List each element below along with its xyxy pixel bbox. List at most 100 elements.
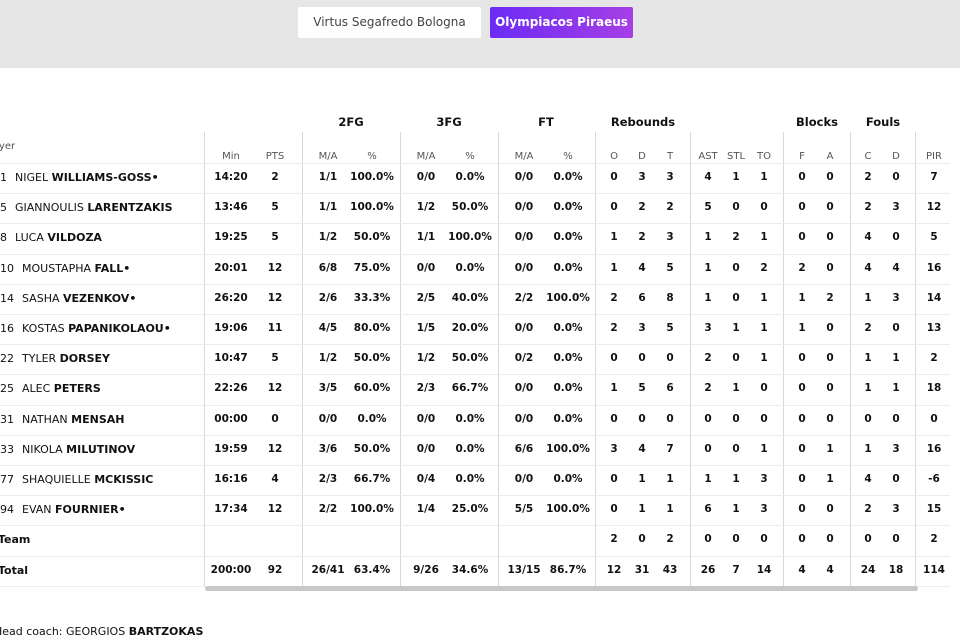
stat-cell: 0	[760, 533, 768, 546]
stat-cell: 14	[926, 291, 942, 304]
stat-cell: 0	[826, 352, 834, 365]
stat-cell: 8	[666, 291, 674, 304]
column-header: T	[666, 151, 674, 162]
stat-cell: 0/0	[416, 171, 436, 183]
stat-cell: 1	[760, 352, 768, 365]
stat-cell: 0	[930, 412, 938, 425]
stat-cell: 0	[610, 171, 618, 183]
stat-cell: 1	[666, 473, 674, 485]
team-tab-active[interactable]: Olympiacos Piraeus	[490, 7, 633, 38]
stat-cell: 4	[798, 563, 806, 576]
first-name: SASHA	[22, 291, 60, 305]
stat-cell: 0	[638, 412, 646, 425]
stat-cell: 19:59	[214, 442, 248, 455]
stat-cell: 1	[610, 261, 618, 274]
stat-cell: 5	[704, 201, 712, 214]
stat-cell: 1	[864, 352, 872, 365]
player-name: 22 TYLER DORSEY	[0, 352, 110, 365]
column-divider	[595, 132, 596, 586]
player-name: 33 NIKOLA MILUTINOV	[0, 443, 135, 456]
head-coach: Head coach: GEORGIOS BARTZOKAS	[0, 625, 203, 638]
stat-cell: 26/41	[311, 563, 345, 576]
stat-cell: 34.6%	[451, 563, 489, 576]
stat-cell: 0	[798, 171, 806, 183]
stat-cell: 0.0%	[553, 412, 583, 425]
stat-cell: 100.0%	[448, 231, 492, 244]
player-name: 94 EVAN FOURNIER•	[0, 503, 126, 516]
stat-cell: 0	[892, 412, 900, 425]
stat-cell: 0	[798, 412, 806, 425]
stat-cell: 0	[704, 533, 712, 546]
stat-cell: 5	[666, 322, 674, 334]
player-full-name: SASHA VEZENKOV•	[22, 292, 136, 305]
stat-cell: 0/0	[514, 322, 534, 334]
group-header: FT	[538, 115, 554, 129]
stat-cell: 25.0%	[451, 503, 489, 516]
player-number: 16	[0, 322, 14, 335]
row-divider	[0, 374, 950, 376]
stat-cell: 1/2	[416, 352, 436, 365]
column-header: M/A	[318, 151, 338, 162]
player-name: 16 KOSTAS PAPANIKOLAOU•	[0, 322, 171, 335]
stat-cell: 0.0%	[455, 171, 485, 183]
coach-label: Head coach:	[0, 625, 63, 638]
stat-cell: 1	[638, 503, 646, 516]
column-header: D	[892, 151, 900, 162]
stat-cell: 0	[826, 503, 834, 516]
stat-cell: 2	[864, 322, 872, 334]
total-label: Total	[0, 563, 29, 577]
row-divider	[0, 495, 950, 497]
stat-cell: 0	[704, 412, 712, 425]
stat-cell: 0.0%	[553, 201, 583, 214]
column-header: M/A	[514, 151, 534, 162]
stat-cell: 4	[638, 261, 646, 274]
stat-cell: 1	[798, 322, 806, 334]
team-tab[interactable]: Virtus Segafredo Bologna	[298, 7, 481, 38]
row-divider	[0, 525, 950, 527]
stat-cell: 1	[732, 473, 740, 485]
stat-cell: 1	[892, 352, 900, 365]
stat-cell: 7	[930, 171, 938, 183]
player-header: Player	[0, 141, 16, 152]
stat-cell: 2	[864, 201, 872, 214]
stat-cell: 50.0%	[451, 352, 489, 365]
last-name: MENSAH	[71, 412, 125, 426]
stat-cell: 18	[926, 382, 942, 395]
row-divider	[0, 223, 950, 225]
stat-cell: 2	[704, 382, 712, 395]
stat-cell: 20:01	[214, 261, 248, 274]
stat-cell: 12	[606, 563, 622, 576]
stat-cell: 0	[798, 473, 806, 485]
stat-cell: 0/4	[416, 473, 436, 485]
player-full-name: NIKOLA MILUTINOV	[22, 443, 135, 456]
row-divider	[0, 555, 950, 557]
stat-cell: 0.0%	[553, 473, 583, 485]
last-name: MCKISSIC	[94, 473, 154, 486]
stat-cell: 2	[610, 322, 618, 334]
stat-cell: 10:47	[214, 352, 248, 365]
stat-cell: 2	[732, 231, 740, 244]
stat-cell: 6/6	[514, 442, 534, 455]
group-header: 2FG	[338, 115, 364, 129]
stat-cell: 0	[892, 171, 900, 183]
first-name: EVAN	[22, 503, 52, 517]
stat-cell: 0	[704, 442, 712, 455]
column-header: %	[465, 151, 475, 162]
player-name: 77 SHAQUIELLE MCKISSIC	[0, 473, 153, 486]
stat-cell: 1	[892, 382, 900, 395]
stat-cell: 3	[610, 442, 618, 455]
column-header: F	[799, 151, 805, 162]
row-divider	[0, 163, 950, 164]
stat-cell: 3/6	[318, 442, 338, 455]
stat-cell: 50.0%	[353, 442, 391, 455]
stat-cell: 1/4	[416, 503, 436, 516]
stat-cell: 2	[930, 352, 938, 365]
stat-cell: 0/0	[514, 201, 534, 214]
stat-cell: 1	[704, 231, 712, 244]
stat-cell: 1	[704, 473, 712, 485]
stat-cell: 66.7%	[451, 382, 489, 395]
first-name: NIGEL	[15, 171, 49, 184]
first-name: NATHAN	[22, 412, 68, 426]
stat-cell: 2	[666, 533, 674, 546]
stat-cell: 4	[271, 473, 279, 485]
